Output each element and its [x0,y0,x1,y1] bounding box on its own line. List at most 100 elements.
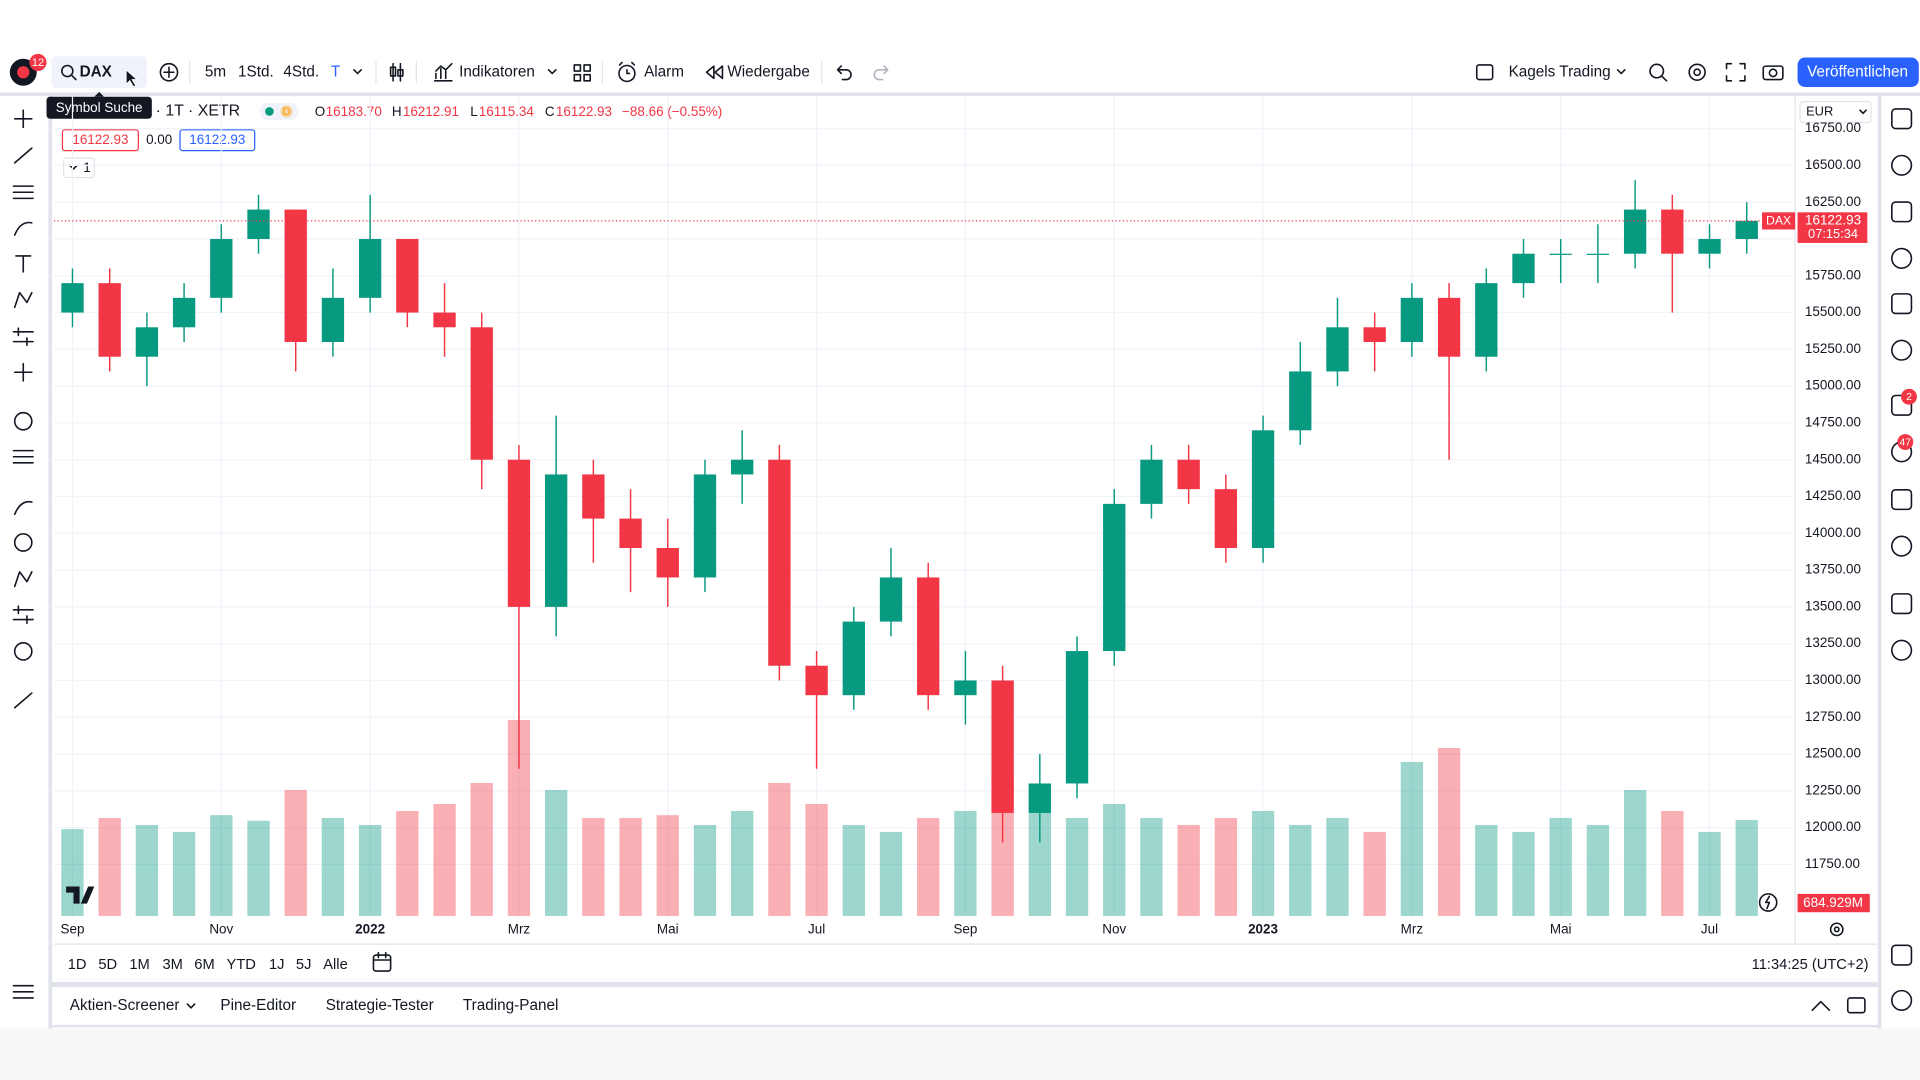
replay[interactable]: Wiedergabe [727,63,809,80]
range-button[interactable]: 3M [162,957,182,973]
collapse-panel[interactable] [1811,1000,1831,1012]
tool-icon[interactable] [12,185,34,200]
sell-price[interactable]: 16122.93 [72,132,128,147]
panel-tab[interactable]: Pine-Editor [220,997,296,1014]
range-button[interactable]: 5D [98,957,117,973]
volume-bar [358,824,382,916]
indicator-icon[interactable] [433,62,453,82]
chevron[interactable] [353,69,363,75]
layout-name[interactable]: Kagels Trading [1509,63,1611,80]
layouts[interactable] [573,64,592,82]
range-button[interactable]: 6M [194,957,214,973]
symbol-search[interactable] [51,56,147,89]
undo[interactable] [836,65,852,81]
add-symbol[interactable] [159,62,179,82]
volume-bar [917,817,940,916]
buy-box[interactable] [179,129,256,152]
tool-icon[interactable] [12,984,34,999]
currency[interactable]: EUR [1806,103,1833,118]
sidebar-icon[interactable] [1891,944,1913,966]
range-button[interactable]: 1D [68,957,87,973]
panel-tab[interactable]: Trading-Panel [463,997,559,1014]
alarm-icon[interactable] [618,64,636,83]
chevron[interactable] [547,69,557,75]
layout-icon[interactable] [1475,64,1494,81]
alarm[interactable]: Alarm [644,63,684,80]
buy-price[interactable]: 16122.93 [189,132,245,147]
tool-icon[interactable] [12,605,34,625]
notification-badge [29,53,47,72]
interval[interactable]: 4Std. [283,63,319,80]
interval-active[interactable]: T [331,63,340,80]
sidebar-icon[interactable] [1891,639,1913,661]
panel-tab[interactable]: Aktien-Screener [70,997,180,1014]
sidebar-icon[interactable] [1891,535,1913,557]
sidebar-icon[interactable] [1891,247,1913,269]
range-button[interactable]: 1M [129,957,149,973]
candle-body [1028,783,1051,813]
tool-icon[interactable] [12,327,34,347]
tool-icon[interactable] [13,411,33,431]
tool-icon[interactable] [13,571,33,588]
axis-settings[interactable] [1829,922,1844,937]
sidebar-icon[interactable] [1891,989,1913,1012]
chevron[interactable] [1616,69,1626,75]
range-button[interactable]: YTD [227,957,256,973]
volume-label-text: 684.929M [1803,895,1863,910]
redo[interactable] [873,65,889,81]
collapse-count[interactable]: 1 [83,160,90,175]
indicators[interactable]: Indikatoren [459,63,535,80]
currency-select[interactable] [1799,101,1872,124]
candle-body [991,680,1014,813]
chart-type[interactable] [389,62,404,82]
tool-icon[interactable] [15,255,32,273]
tool-icon[interactable] [13,362,33,382]
sidebar-icon[interactable] [1891,339,1913,361]
x-tick-label: Jul [1701,922,1718,937]
tool-icon[interactable] [13,147,33,164]
sell-box[interactable] [61,129,139,152]
sidebar-icon[interactable] [1891,201,1913,223]
publish-label[interactable]: Veröffentlichen [1807,63,1908,80]
sidebar-icon[interactable] [1891,154,1913,176]
candle-body [1363,327,1386,343]
candle-body [917,577,940,696]
snapshot[interactable] [1762,65,1784,81]
sidebar-icon[interactable] [1891,489,1913,511]
symbol[interactable]: DAX [80,63,113,80]
lightning-button[interactable] [1758,893,1778,912]
interval[interactable]: 1Std. [238,63,274,80]
chevron[interactable] [186,1003,196,1009]
tool-icon[interactable] [13,500,33,516]
panel-tab[interactable]: Strategie-Tester [326,997,434,1014]
tool-icon[interactable] [13,692,33,709]
candle-body [1437,297,1461,357]
date-range[interactable] [372,954,392,972]
tool-icon[interactable] [13,533,33,552]
collapse-button[interactable] [63,157,95,179]
tool-icon[interactable] [13,109,33,129]
sidebar-icon[interactable] [1891,293,1913,315]
replay-icon[interactable] [705,65,724,80]
publish-button[interactable] [1797,57,1919,87]
maximize-panel[interactable] [1846,997,1866,1014]
sidebar-icon[interactable] [1891,108,1913,130]
quick-search[interactable] [1649,63,1665,79]
x-tick-label: Nov [209,922,233,937]
range-button[interactable]: 1J [269,957,285,973]
candle-body [693,474,717,578]
range-button[interactable]: Alle [323,957,348,973]
tool-icon[interactable] [13,291,33,309]
fullscreen[interactable] [1725,62,1746,82]
candle-body [321,297,345,343]
tool-icon[interactable] [13,221,33,236]
tool-icon[interactable] [12,449,34,464]
settings[interactable] [1688,63,1706,82]
volume-bar [433,803,456,916]
interval[interactable]: 5m [205,63,226,80]
lightning-icon [1764,895,1771,910]
range-button[interactable]: 5J [296,957,312,973]
tool-icon[interactable] [13,642,33,661]
clock[interactable]: 11:34:25 (UTC+2) [1752,957,1869,973]
sidebar-icon[interactable] [1891,593,1913,615]
